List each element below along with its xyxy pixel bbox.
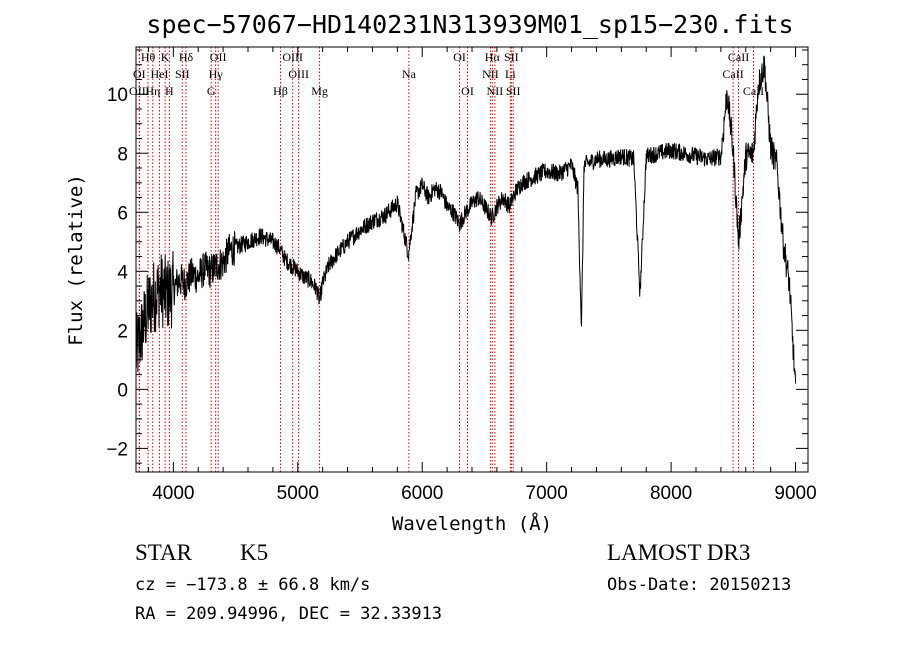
line-markers [138, 47, 754, 472]
line-label: OI [133, 67, 146, 81]
line-label: OI [461, 84, 474, 98]
survey-name: LAMOST DR3 [607, 540, 750, 565]
line-label: SII [506, 84, 521, 98]
spectral-subclass: K5 [240, 540, 268, 565]
line-label: OII [210, 50, 227, 64]
line-label: Hβ [273, 84, 288, 98]
y-axis-label: Flux (relative) [65, 174, 87, 346]
y-tick-label: 2 [117, 321, 128, 342]
y-tick-label: 0 [117, 380, 128, 401]
line-label: SII [175, 67, 190, 81]
y-tick-label: 8 [117, 144, 128, 165]
line-label: Hγ [209, 67, 224, 81]
observation-date: Obs-Date: 20150213 [607, 575, 791, 595]
line-label: SII [504, 50, 519, 64]
y-tick-label: 4 [117, 262, 128, 283]
x-axis-label: Wavelength (Å) [392, 512, 552, 535]
line-label: OI [453, 50, 466, 64]
line-label: Hη [145, 84, 160, 98]
plot-frame [135, 46, 809, 473]
line-label: HeI [151, 67, 169, 81]
line-label: K [161, 50, 170, 64]
y-tick-label: 6 [117, 203, 128, 224]
line-label: Na [402, 67, 417, 81]
object-class: STAR [135, 540, 193, 565]
x-tick-label: 6000 [401, 483, 443, 504]
line-label: OIII [288, 67, 309, 81]
line-label: Hδ [179, 50, 194, 64]
spectrum-line [135, 55, 797, 384]
axis-ticks: 4000 5000 6000 7000 8000 9000 −2 0 2 4 6 8 10 [106, 47, 817, 504]
y-tick-label: −2 [106, 439, 128, 460]
line-label: G [207, 84, 216, 98]
line-label: NII [487, 84, 504, 98]
line-label: CaII [722, 67, 743, 81]
x-tick-label: 9000 [774, 483, 816, 504]
line-label: Hθ [141, 50, 156, 64]
coordinates: RA = 209.94996, DEC = 32.33913 [135, 604, 442, 624]
x-tick-label: 7000 [526, 483, 568, 504]
line-label: Hα [485, 50, 501, 64]
line-label: OIII [282, 50, 303, 64]
x-tick-label: 5000 [277, 483, 319, 504]
chart-title: spec−57067−HD140231N313939M01_sp15−230.f… [146, 10, 793, 39]
y-tick-label: 10 [107, 85, 128, 106]
x-tick-label: 8000 [650, 483, 692, 504]
x-tick-label: 4000 [152, 483, 194, 504]
redshift-value: cz = −173.8 ± 66.8 km/s [135, 575, 370, 595]
line-label: Mg [311, 84, 328, 98]
line-label: H [165, 84, 174, 98]
line-label: CaII [728, 50, 749, 64]
line-label: Li [505, 67, 516, 81]
line-label: NII [482, 67, 499, 81]
